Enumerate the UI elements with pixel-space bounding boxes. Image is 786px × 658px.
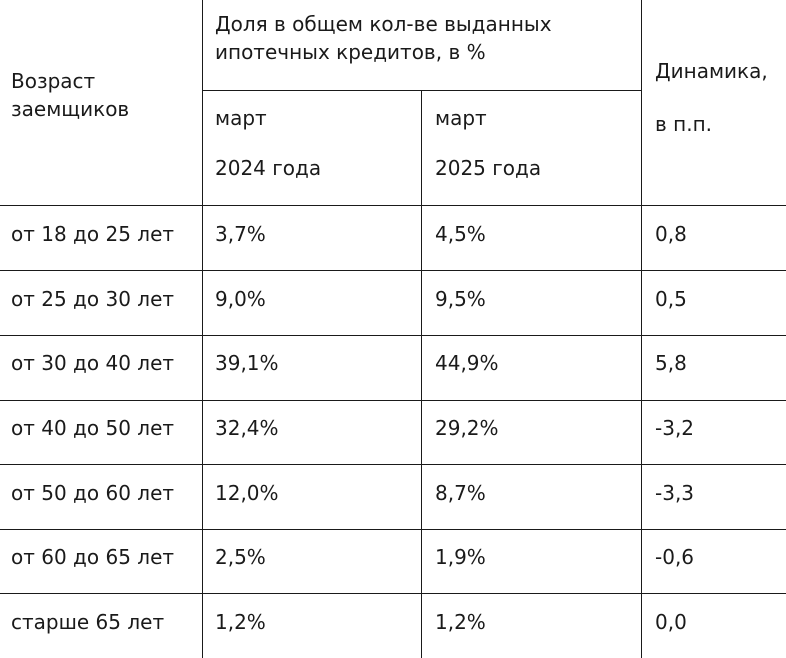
header-share-line1: Доля в общем кол-ве выданных	[215, 12, 552, 36]
dynamics-cell: 5,8	[655, 351, 687, 375]
age-cell: от 25 до 30 лет	[11, 287, 175, 311]
share-2025-cell: 1,2%	[435, 610, 486, 634]
header-bottom-border	[0, 205, 786, 206]
share-2025-cell: 1,9%	[435, 545, 486, 569]
age-cell: старше 65 лет	[11, 610, 165, 634]
header-age-line1: Возраст	[11, 69, 96, 93]
header-march2025-line2: 2025 года	[435, 156, 542, 180]
row-border-1	[0, 270, 786, 271]
age-cell: от 60 до 65 лет	[11, 545, 175, 569]
header-dynamics-line1: Динамика,	[655, 59, 768, 83]
header-march2025-line1: март	[435, 106, 487, 130]
share-2025-cell: 4,5%	[435, 222, 486, 246]
share-2024-cell: 9,0%	[215, 287, 266, 311]
col-divider-1	[202, 0, 203, 658]
header-share-line2: ипотечных кредитов, в %	[215, 40, 486, 64]
age-cell: от 30 до 40 лет	[11, 351, 175, 375]
row-border-5	[0, 529, 786, 530]
share-2024-cell: 3,7%	[215, 222, 266, 246]
age-cell: от 40 до 50 лет	[11, 416, 175, 440]
share-2025-cell: 44,9%	[435, 351, 499, 375]
share-2024-cell: 2,5%	[215, 545, 266, 569]
row-border-2	[0, 335, 786, 336]
share-2025-cell: 9,5%	[435, 287, 486, 311]
share-2024-cell: 1,2%	[215, 610, 266, 634]
header-dynamics-line2: в п.п.	[655, 112, 713, 136]
share-2024-cell: 32,4%	[215, 416, 279, 440]
share-2024-cell: 12,0%	[215, 481, 279, 505]
header-march2024-line1: март	[215, 106, 267, 130]
header-subdivider	[202, 90, 642, 91]
share-2025-cell: 29,2%	[435, 416, 499, 440]
col-divider-2	[421, 91, 422, 658]
header-march2024-line2: 2024 года	[215, 156, 322, 180]
age-cell: от 50 до 60 лет	[11, 481, 175, 505]
header-age-line2: заемщиков	[11, 97, 130, 121]
row-border-6	[0, 593, 786, 594]
share-2024-cell: 39,1%	[215, 351, 279, 375]
dynamics-cell: 0,8	[655, 222, 687, 246]
row-border-3	[0, 400, 786, 401]
row-border-4	[0, 464, 786, 465]
dynamics-cell: -3,2	[655, 416, 695, 440]
share-2025-cell: 8,7%	[435, 481, 486, 505]
dynamics-cell: 0,0	[655, 610, 687, 634]
dynamics-cell: -0,6	[655, 545, 695, 569]
age-cell: от 18 до 25 лет	[11, 222, 175, 246]
col-divider-3	[641, 0, 642, 658]
dynamics-cell: 0,5	[655, 287, 687, 311]
dynamics-cell: -3,3	[655, 481, 695, 505]
